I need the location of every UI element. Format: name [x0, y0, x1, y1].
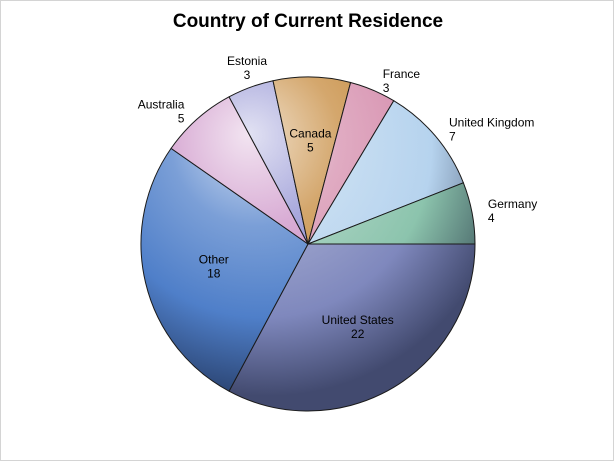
chart-title: Country of Current Residence: [172, 11, 444, 32]
slice-label-value: 5: [178, 112, 185, 126]
slice-label-value: 3: [244, 68, 251, 82]
slice-label-value: 5: [307, 141, 314, 155]
slice-label-value: 4: [488, 211, 495, 225]
pie-slices: [140, 76, 476, 412]
pie-slice-united-states: [228, 243, 476, 412]
slice-label-name: United Kingdom: [449, 116, 534, 130]
pie-slice-other: [140, 147, 309, 392]
slice-label-germany: Germany 4: [488, 197, 537, 225]
slice-label-other: Other 18: [199, 253, 229, 281]
slice-label-name: Canada: [289, 127, 331, 141]
slice-label-estonia: Estonia 3: [227, 54, 267, 82]
slice-label-name: Estonia: [227, 54, 267, 68]
slice-label-name: Other: [199, 253, 229, 267]
slice-label-value: 3: [383, 81, 390, 95]
slice-label-name: Australia: [138, 98, 185, 112]
slice-label-france: France 3: [383, 67, 421, 95]
slice-label-name: Germany: [488, 197, 537, 211]
slice-label-united-states: United States 22: [322, 313, 394, 341]
slice-label-value: 22: [351, 327, 365, 341]
slice-label-name: United States: [322, 313, 394, 327]
slice-label-value: 18: [207, 267, 221, 281]
pie-slice-united-kingdom: [306, 100, 465, 246]
slice-label-australia: Australia 5: [138, 98, 185, 126]
slice-label-name: France: [383, 67, 421, 81]
pie-slice-germany: [307, 182, 476, 245]
slice-label-canada: Canada 5: [289, 127, 331, 155]
slice-label-united-kingdom: United Kingdom 7: [449, 116, 534, 144]
slice-label-value: 7: [449, 130, 456, 144]
